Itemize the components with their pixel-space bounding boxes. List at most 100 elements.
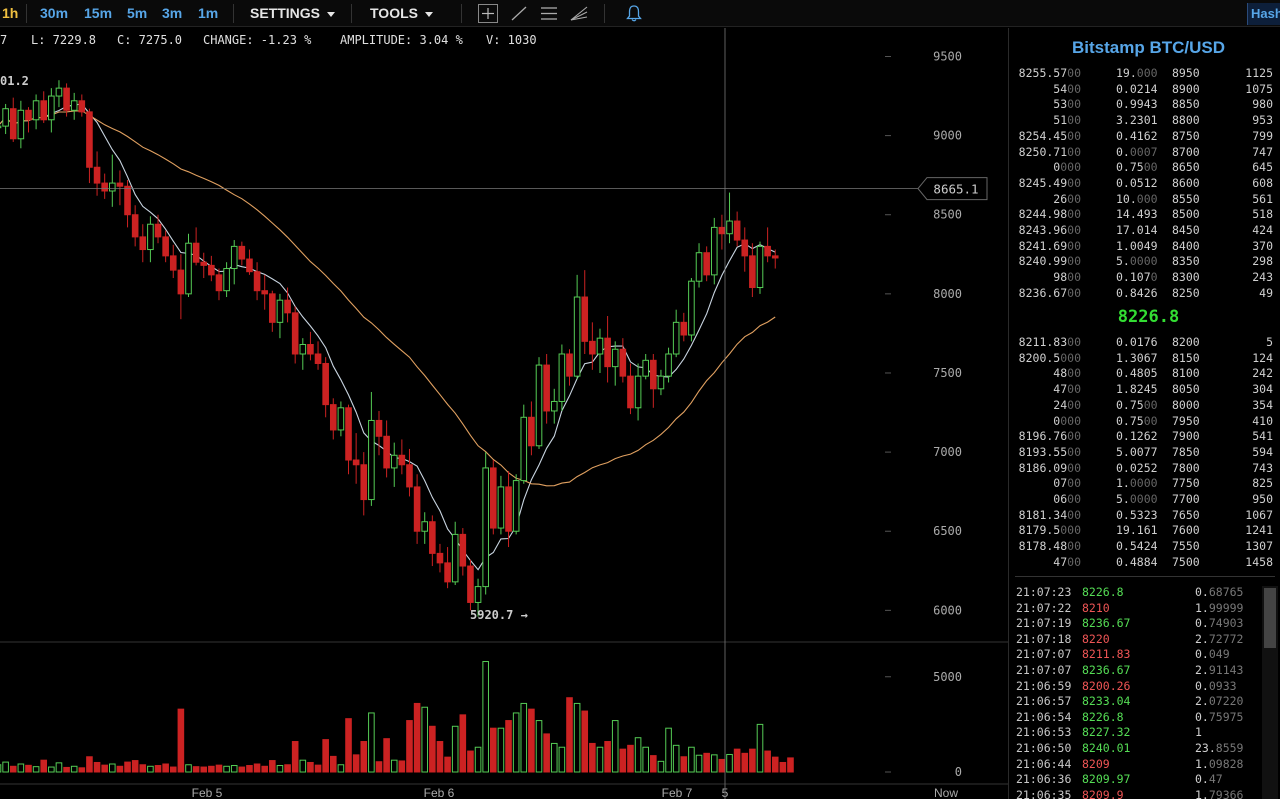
volume-bar (276, 765, 284, 773)
candle-body (307, 343, 314, 355)
ask-row: 8245.4900 0.0512 8600 608 (1009, 176, 1280, 191)
orderbook-cumulative: 980 (1252, 97, 1273, 112)
bell-icon[interactable] (623, 3, 645, 24)
price-tick-label: 9500 (933, 49, 962, 63)
interval-3m[interactable]: 3m (162, 5, 183, 21)
volume-bar (131, 760, 139, 773)
orderbook-price: 4700 (1053, 382, 1081, 397)
hash-button[interactable]: Hash (1247, 3, 1280, 25)
ask-row: 8240.9900 5.0000 8350 298 (1009, 254, 1280, 269)
candle-body (2, 108, 9, 127)
candle-body (0, 125, 2, 129)
trade-time: 21:06:50 (1016, 741, 1072, 755)
crosshair-icon[interactable] (477, 3, 499, 24)
trade-time: 21:07:07 (1016, 647, 1072, 662)
close-value: C: 7275.0 (117, 33, 183, 47)
volume-bar (406, 720, 413, 773)
orderbook-cumulative: 561 (1252, 191, 1273, 206)
price-tick-label: 7000 (933, 445, 962, 459)
orderbook-amount: 0.1262 (1116, 429, 1158, 444)
trade-price: 8226.8 (1082, 709, 1124, 724)
orderbook-amount: 17.014 (1116, 223, 1158, 237)
trade-row: 21:06:53 8227.32 1 (1009, 725, 1271, 741)
trade-row: 21:07:23 8226.8 0.68765 (1009, 585, 1271, 601)
volume-bar (459, 714, 467, 773)
volume-bar (375, 761, 383, 773)
high-marker: 01.2 (0, 74, 29, 88)
volume-bar (70, 765, 78, 773)
trades-scrollbar[interactable] (1262, 586, 1278, 799)
scrollbar-thumb[interactable] (1264, 588, 1276, 648)
orderbook-price: 8179.5000 (1018, 523, 1081, 538)
candle-body (764, 245, 771, 257)
candle-body (131, 214, 139, 238)
interval-15m[interactable]: 15m (84, 5, 113, 21)
tools-menu[interactable]: TOOLS (370, 5, 433, 21)
candle-body (48, 95, 55, 121)
interval-1m[interactable]: 1m (198, 5, 219, 21)
trade-row: 21:06:57 8233.04 2.07220 (1009, 694, 1271, 710)
candle-body (55, 87, 63, 97)
trade-price: 8227.32 (1082, 725, 1131, 740)
interval-1h[interactable]: 1h (2, 5, 19, 21)
price-chart[interactable]: 01.2 5920.7 → 6000 6500 7000 7500 8000 8500 900… (0, 28, 1008, 799)
parallel-lines-icon[interactable] (538, 3, 560, 24)
settings-menu[interactable]: SETTINGS (250, 5, 335, 21)
trade-price: 8236.67 (1082, 663, 1131, 677)
orderbook-cumulative: 1241 (1245, 523, 1273, 538)
ohlc-info-line: 7 L: 7229.8 C: 7275.0 CHANGE: -1.23 % AM… (0, 33, 537, 49)
line-icon[interactable] (508, 3, 530, 24)
orderbook-price: 5300 (1053, 97, 1081, 112)
candle-body (169, 255, 177, 271)
trade-time: 21:07:22 (1016, 600, 1072, 615)
orderbook-level: 8250 (1172, 285, 1200, 300)
toolbar-separator (233, 4, 234, 23)
orderbook-amount: 5.0077 (1116, 444, 1158, 459)
volume-bar (543, 733, 550, 773)
volume-bar (749, 748, 756, 773)
fan-icon[interactable] (568, 3, 590, 24)
volume-bar (223, 765, 230, 773)
candle-body (185, 242, 192, 295)
orderbook-cumulative: 953 (1252, 113, 1273, 128)
orderbook-price: 8254.4500 (1018, 128, 1081, 143)
ask-row: 8244.9800 14.493 8500 518 (1009, 207, 1280, 222)
orderbook-price: 8255.5700 (1018, 66, 1081, 80)
candle-body (246, 258, 253, 273)
trade-price: 8240.01 (1082, 741, 1131, 755)
candle-body (352, 459, 360, 466)
candle-body (627, 375, 634, 409)
orderbook-level: 8550 (1172, 191, 1200, 206)
orderbook-title: Bitstamp BTC/USD (1071, 38, 1225, 57)
panel-divider (1015, 576, 1275, 577)
orderbook-price: 5400 (1053, 81, 1081, 96)
candle-body (147, 223, 154, 251)
trade-time: 21:07:18 (1016, 631, 1072, 646)
change-value: CHANGE: -1.23 % (203, 33, 312, 47)
candle-body (619, 348, 627, 377)
orderbook-amount: 5.0000 (1116, 492, 1158, 506)
volume-bar (208, 765, 215, 773)
trade-time: 21:06:36 (1016, 772, 1072, 787)
volume-bar (535, 720, 543, 773)
candle-body (741, 239, 749, 257)
candle-body (314, 353, 322, 364)
candle-body (604, 337, 611, 368)
orderbook-cumulative: 594 (1252, 444, 1273, 459)
candle-body (543, 364, 550, 412)
volume-bar (390, 759, 398, 773)
trade-row: 21:07:19 8236.67 0.74903 (1009, 616, 1271, 632)
interval-30m[interactable]: 30m (40, 5, 69, 21)
interval-5m[interactable]: 5m (127, 5, 148, 21)
bid-row: 8196.7600 0.1262 7900 541 (1009, 429, 1280, 444)
orderbook-amount: 0.7500 (1116, 413, 1158, 428)
price-tick-label: 8000 (933, 287, 962, 301)
candle-body (291, 312, 299, 355)
trade-time: 21:07:19 (1016, 616, 1072, 631)
time-axis-label: Feb 5 (192, 786, 223, 799)
candle-body (208, 264, 215, 276)
candle-body (566, 353, 573, 377)
volume-bar (200, 766, 208, 773)
volume-bar (307, 761, 314, 773)
orderbook-level: 7900 (1172, 429, 1200, 444)
